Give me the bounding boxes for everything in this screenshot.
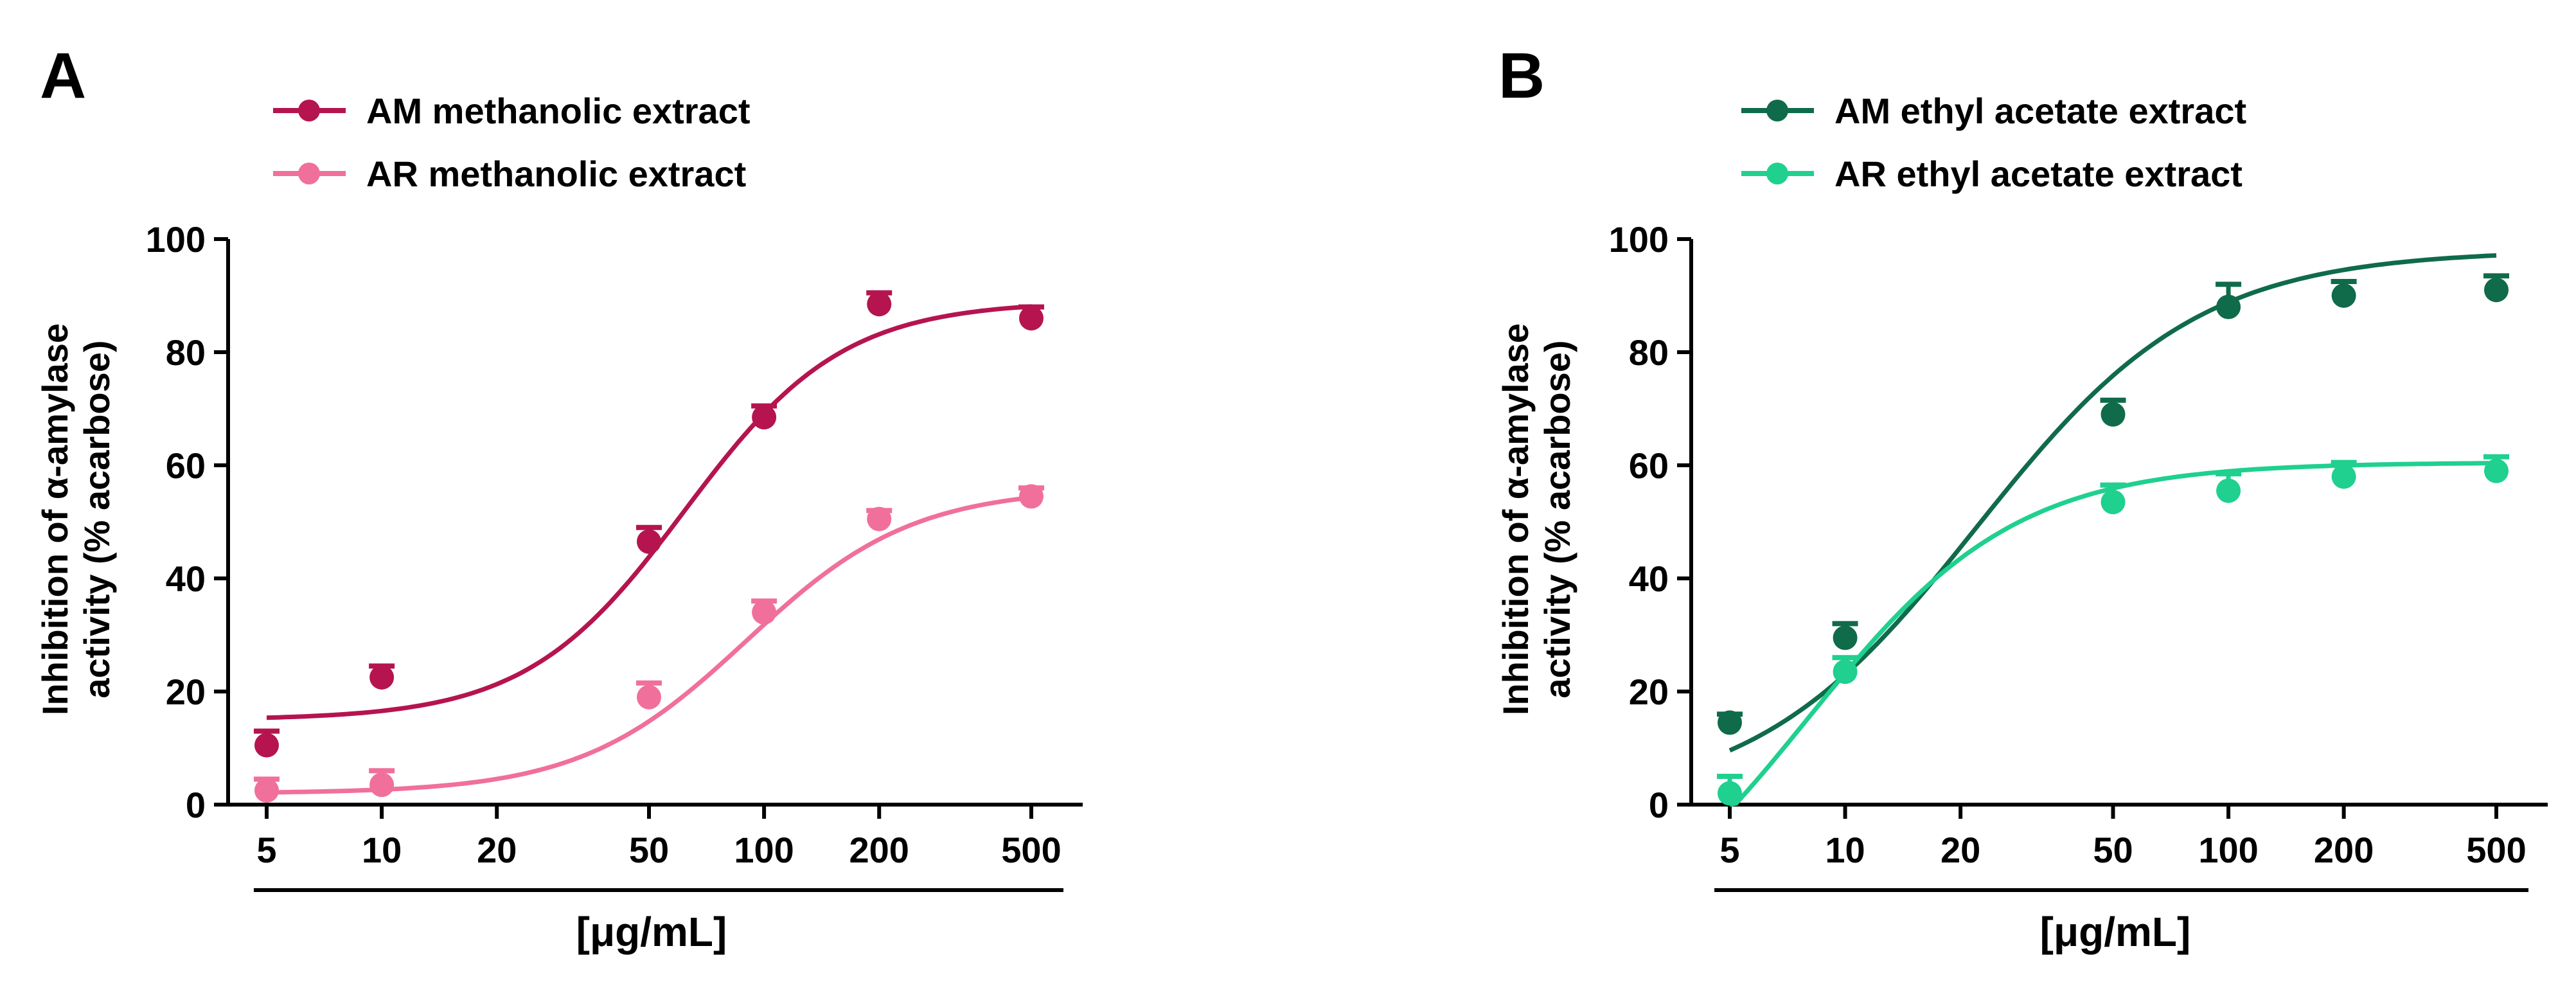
legend-marker-ar-methanolic [298, 163, 320, 184]
data-point-ar-methanolic-extract [867, 506, 892, 531]
data-point-am-ethyl-acetate-extract [2216, 294, 2241, 319]
x-tick-label: 5 [256, 830, 276, 870]
data-point-ar-ethyl-acetate-extract [1833, 659, 1858, 684]
y-axis-title-b-line2: activity (% acarbose) [1537, 340, 1577, 698]
y-axis-title-a-line1: Inhibition of α-amylase [35, 323, 75, 715]
legend-b: AM ethyl acetate extract AR ethyl acetat… [1741, 91, 2246, 194]
fit-curve-am-ethyl-acetate-extract [1728, 253, 2497, 753]
x-ticks-b: 5 10 20 50 100 200 500 [1714, 805, 2528, 892]
data-point-ar-methanolic-extract [752, 600, 777, 625]
data-point-ar-methanolic-extract [637, 684, 661, 710]
fit-curve-ar-methanolic-extract [266, 495, 1032, 795]
data-point-ar-methanolic-extract [369, 772, 395, 798]
x-axis-title-a: [μg/mL] [576, 909, 727, 955]
data-point-am-ethyl-acetate-extract [2101, 402, 2126, 427]
x-tick-label: 200 [849, 830, 909, 870]
data-point-am-ethyl-acetate-extract [2484, 278, 2509, 303]
legend-label-ar-methanolic: AR methanolic extract [366, 154, 746, 194]
data-point-ar-ethyl-acetate-extract [2216, 478, 2241, 503]
x-tick-label: 10 [362, 830, 402, 870]
data-point-am-methanolic-extract [1019, 306, 1044, 331]
y-axis-title-a-line2: activity (% acarbose) [76, 340, 117, 698]
x-axis-title-b: [μg/mL] [2040, 909, 2191, 955]
legend-label-am-ethyl-acetate: AM ethyl acetate extract [1834, 91, 2246, 131]
legend-a: AM methanolic extract AR methanolic extr… [273, 91, 751, 194]
x-tick-label: 100 [2198, 830, 2258, 870]
data-point-am-ethyl-acetate-extract [2331, 283, 2356, 308]
plot-area-b [1717, 253, 2509, 807]
data-point-ar-ethyl-acetate-extract [1718, 781, 1742, 806]
y-tick-label: 20 [1629, 672, 1669, 712]
data-point-am-methanolic-extract [369, 665, 395, 690]
fit-curve-am-methanolic-extract [266, 304, 1032, 720]
y-tick-label: 100 [1609, 219, 1669, 260]
data-point-am-methanolic-extract [867, 292, 892, 317]
x-tick-label: 100 [734, 830, 794, 870]
data-point-ar-ethyl-acetate-extract [2331, 464, 2356, 489]
panel-b: B AM ethyl acetate extract AR ethyl acet… [1495, 40, 2548, 955]
x-tick-label: 200 [2314, 830, 2374, 870]
y-tick-label: 0 [186, 785, 206, 825]
panel-label-b: B [1498, 40, 1545, 112]
x-tick-label: 50 [2093, 830, 2133, 870]
y-axis-title-b-line1: Inhibition of α-amylase [1495, 323, 1536, 715]
x-tick-label: 10 [1825, 830, 1865, 870]
y-tick-label: 20 [166, 672, 206, 712]
data-point-ar-methanolic-extract [254, 778, 279, 803]
y-tick-label: 80 [1629, 332, 1669, 373]
y-tick-label: 0 [1649, 785, 1669, 825]
data-point-ar-methanolic-extract [1019, 484, 1044, 509]
x-ticks-a: 5 10 20 50 100 200 500 [254, 805, 1063, 892]
data-point-am-methanolic-extract [254, 733, 279, 758]
panel-label-a: A [40, 40, 86, 112]
x-tick-label: 50 [629, 830, 669, 870]
y-tick-label: 40 [166, 558, 206, 599]
x-tick-label: 20 [1941, 830, 1980, 870]
plot-area-a [254, 290, 1044, 803]
y-tick-label: 60 [1629, 445, 1669, 486]
legend-label-am-methanolic: AM methanolic extract [366, 91, 751, 131]
y-tick-label: 60 [166, 445, 206, 486]
y-ticks-a: 0 20 40 60 80 100 [146, 219, 228, 825]
legend-marker-am-methanolic [298, 100, 320, 121]
panel-a: A AM methanolic extract AR methanolic ex… [35, 40, 1083, 955]
legend-marker-am-ethyl-acetate [1766, 100, 1788, 121]
x-tick-label: 20 [477, 830, 517, 870]
data-point-am-ethyl-acetate-extract [1718, 710, 1742, 735]
x-tick-label: 500 [2466, 830, 2526, 870]
legend-marker-ar-ethyl-acetate [1766, 163, 1788, 184]
x-tick-label: 5 [1719, 830, 1739, 870]
data-point-am-methanolic-extract [752, 405, 777, 430]
y-tick-label: 40 [1629, 558, 1669, 599]
y-tick-label: 100 [146, 219, 206, 260]
data-point-am-methanolic-extract [637, 529, 661, 554]
data-point-am-ethyl-acetate-extract [1833, 625, 1858, 650]
x-tick-label: 500 [1001, 830, 1061, 870]
y-tick-label: 80 [166, 332, 206, 373]
data-point-ar-ethyl-acetate-extract [2101, 490, 2126, 515]
y-ticks-b: 0 20 40 60 80 100 [1609, 219, 1691, 825]
data-point-ar-ethyl-acetate-extract [2484, 458, 2509, 483]
legend-label-ar-ethyl-acetate: AR ethyl acetate extract [1834, 154, 2243, 194]
